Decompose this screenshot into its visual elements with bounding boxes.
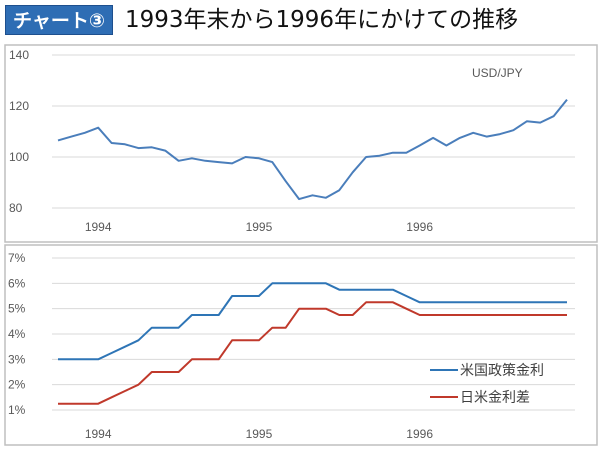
legend-label: 米国政策金利 — [460, 362, 544, 379]
y-tick-label: 7% — [8, 251, 26, 265]
series-line-日米金利差 — [58, 301, 567, 405]
chart-panel — [4, 44, 598, 243]
chart-badge: チャート③ — [5, 5, 113, 35]
y-tick-label: 6% — [8, 276, 26, 290]
y-tick-label: 100 — [9, 150, 29, 164]
series-line-USD/JPY — [57, 98, 568, 201]
series-line-米国政策金利 — [58, 282, 567, 361]
x-tick-label: 1994 — [85, 427, 112, 441]
y-tick-label: 4% — [8, 327, 26, 341]
y-tick-label: 140 — [9, 48, 29, 62]
y-tick-label: 3% — [8, 352, 26, 366]
x-tick-label: 1996 — [406, 427, 433, 441]
y-tick-label: 1% — [8, 403, 26, 417]
legend-label: 日米金利差 — [460, 390, 530, 406]
chart-title: USD/JPY — [472, 66, 523, 80]
page-title: 1993年末から1996年にかけての推移 — [125, 7, 519, 33]
y-tick-label: 120 — [9, 99, 29, 113]
chart-panel — [4, 244, 598, 446]
x-tick-label: 1995 — [246, 220, 273, 234]
y-tick-label: 80 — [9, 201, 23, 215]
x-tick-label: 1994 — [85, 220, 112, 234]
y-tick-label: 2% — [8, 378, 26, 392]
x-tick-label: 1995 — [246, 427, 273, 441]
x-tick-label: 1996 — [406, 220, 433, 234]
y-tick-label: 5% — [8, 302, 26, 316]
